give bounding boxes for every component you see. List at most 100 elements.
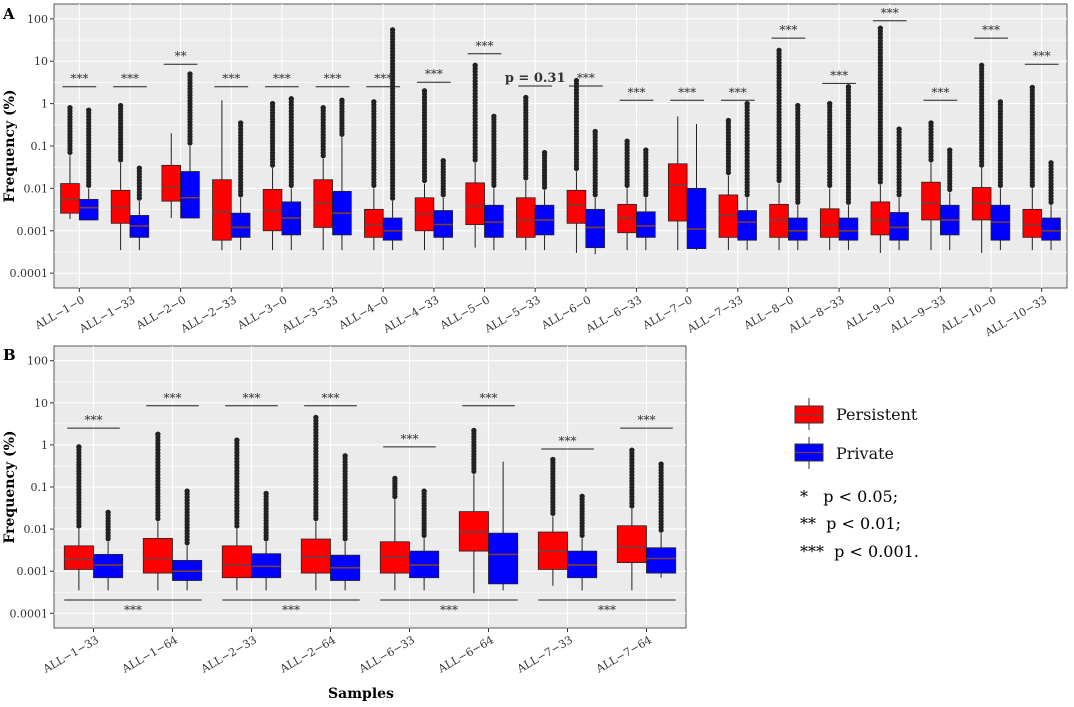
x-tick-label: ALL−7−64: [593, 633, 654, 676]
box-persistent-5: [262, 101, 283, 251]
outlier-point: [997, 99, 1003, 105]
outlier-point: [136, 165, 142, 171]
panel-a-y-label: Frequency (%): [2, 89, 18, 202]
sig-key-3: *** p < 0.001.: [800, 542, 919, 561]
box-persistent-6: [458, 427, 489, 594]
box-persistent-12: [617, 138, 637, 251]
outlier-point: [947, 147, 953, 153]
box-persistent-9: [465, 62, 485, 248]
outlier-point: [541, 149, 548, 156]
between-comparison-4: ***: [538, 599, 676, 617]
box-body: [1041, 217, 1061, 241]
box-body: [110, 189, 131, 224]
y-tick-label: 0.01: [24, 523, 49, 536]
box-body: [161, 164, 182, 202]
significance-label: ***: [70, 72, 88, 86]
x-tick-label: ALL−2−64: [277, 633, 338, 676]
significance-label: ***: [476, 39, 494, 53]
outlier-point: [550, 456, 556, 463]
box-body: [484, 204, 504, 238]
significance-5: ***: [383, 432, 436, 448]
outlier-point: [896, 126, 902, 132]
outlier-point: [776, 47, 782, 54]
box-body: [364, 208, 384, 238]
box-persistent-4: [212, 100, 232, 251]
outlier-point: [795, 102, 801, 109]
box-persistent-11: [566, 77, 587, 253]
outlier-point: [643, 147, 649, 153]
box-body: [142, 538, 173, 574]
box-private-4: [330, 453, 361, 591]
outlier-point: [320, 105, 326, 111]
box-body: [636, 211, 656, 238]
x-tick-label: ALL−7−33: [684, 293, 745, 336]
between-label: ***: [282, 603, 300, 617]
outlier-point: [288, 96, 294, 102]
significance-18: ***: [923, 85, 958, 101]
box-body: [646, 547, 677, 574]
box-private-20: [1041, 160, 1061, 251]
box-private-13: [686, 124, 707, 251]
outlier-point: [234, 437, 240, 443]
box-body: [819, 208, 840, 238]
significance-15: ***: [771, 23, 806, 39]
box-persistent-18: [921, 120, 941, 251]
significance-1: ***: [67, 413, 120, 429]
box-private-14: [737, 101, 757, 251]
significance-16: ***: [822, 68, 856, 84]
outlier-point: [979, 62, 985, 68]
box-body: [221, 545, 252, 579]
outlier-point: [86, 107, 92, 113]
box-private-9: [484, 113, 504, 251]
significance-label: ***: [322, 391, 340, 405]
outlier-point: [928, 120, 934, 126]
box-private-16: [838, 84, 859, 251]
box-persistent-1: [60, 105, 80, 219]
x-tick-label: ALL−4−33: [380, 293, 441, 336]
outlier-point: [105, 509, 111, 515]
significance-label: ***: [678, 85, 696, 99]
significance-20: ***: [1024, 49, 1059, 65]
box-body: [60, 183, 80, 214]
x-tick-label: ALL−3−33: [279, 293, 340, 336]
box-persistent-4: [300, 414, 331, 591]
panel-a: 0.0001 0.001 0.01 0.1 1 10 100 ALL−1−0ALL−1−33…: [2, 3, 1068, 340]
outlier-point: [421, 88, 428, 94]
x-tick-label: ALL−1−33: [40, 633, 101, 676]
box-private-17: [889, 126, 909, 251]
significance-4: ***: [304, 391, 357, 407]
significance-label: ***: [638, 413, 656, 427]
box-private-3: [180, 71, 200, 219]
legend-item-persistent: Persistent: [794, 398, 918, 430]
between-label: ***: [124, 603, 142, 617]
box-persistent-19: [971, 62, 992, 253]
panel-label-b: B: [3, 346, 16, 364]
box-persistent-8: [616, 447, 647, 591]
box-body: [488, 532, 519, 585]
y-tick-label: 1: [41, 439, 48, 452]
x-tick-label: ALL−2−33: [178, 293, 239, 336]
y-tick-label: 1: [41, 98, 48, 111]
box-private-6: [332, 97, 352, 251]
significance-8: ***: [417, 67, 451, 83]
panel-b-significance: *** *** *** *** *** *** *** *** *** *** *** ***: [64, 391, 676, 617]
box-body: [1022, 208, 1043, 238]
outlier-point: [440, 158, 446, 164]
outlier-point: [877, 25, 883, 31]
outlier-point: [472, 62, 478, 68]
box-persistent-6: [313, 105, 333, 251]
box-body: [382, 217, 403, 241]
significance-label: ***: [401, 432, 419, 446]
panel-a-x-axis: ALL−1−0ALL−1−33ALL−2−0ALL−2−33ALL−3−0ALL…: [32, 288, 1049, 340]
panel-a-y-axis: 0.0001 0.001 0.01 0.1 1 10 100: [10, 13, 54, 280]
outlier-point: [269, 101, 276, 107]
outlier-point: [744, 101, 750, 107]
outlier-point: [76, 444, 82, 450]
panel-b-boxes: [63, 414, 677, 594]
significance-label: ***: [931, 85, 949, 99]
outlier-point: [313, 414, 319, 421]
box-persistent-1: [63, 444, 94, 591]
significance-1: ***: [62, 72, 97, 88]
x-tick-label: ALL−5−33: [482, 293, 543, 336]
outlier-point: [827, 101, 833, 107]
